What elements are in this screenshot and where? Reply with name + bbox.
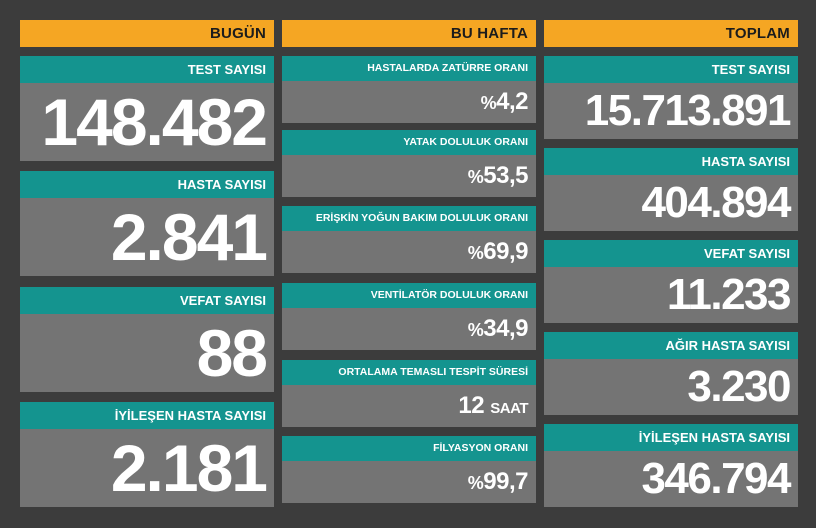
week-filiation-value: %99,7	[282, 461, 536, 503]
week-bed-panel: YATAK DOLULUK ORANI %53,5	[282, 130, 536, 197]
week-filiation-label: FİLYASYON ORANI	[282, 436, 536, 461]
week-pneumonia-number: 4,2	[496, 88, 528, 115]
week-ventilator-label: VENTİLATÖR DOLULUK ORANI	[282, 283, 536, 308]
week-bed-value: %53,5	[282, 155, 536, 197]
week-filiation-number: 99,7	[483, 468, 528, 495]
today-patient-label: HASTA SAYISI	[20, 171, 274, 198]
week-pneumonia-panel: HASTALARDA ZATÜRRE ORANI %4,2	[282, 56, 536, 123]
week-ventilator-value: %34,9	[282, 308, 536, 350]
week-icu-number: 69,9	[483, 238, 528, 265]
total-recovered-value: 346.794	[641, 454, 791, 503]
week-icu-label: ERİŞKİN YOĞUN BAKIM DOLULUK ORANI	[282, 206, 536, 231]
percent-sign: %	[467, 473, 484, 493]
today-test-panel: TEST SAYISI 148.482	[20, 56, 274, 161]
total-death-value: 11.233	[666, 270, 792, 319]
percent-sign: %	[467, 320, 484, 340]
week-pneumonia-value: %4,2	[282, 81, 536, 123]
week-contact-label: ORTALAMA TEMASLI TESPİT SÜRESİ	[282, 360, 536, 385]
today-recovered-value: 2.181	[110, 431, 268, 505]
today-test-value: 148.482	[41, 85, 268, 159]
week-contact-panel: ORTALAMA TEMASLI TESPİT SÜRESİ 12 SAAT	[282, 360, 536, 427]
today-death-label: VEFAT SAYISI	[20, 287, 274, 314]
today-patient-panel: HASTA SAYISI 2.841	[20, 171, 274, 276]
today-column: BUGÜN TEST SAYISI 148.482 HASTA SAYISI 2…	[20, 20, 274, 507]
total-death-panel: VEFAT SAYISI 11.233	[544, 240, 798, 323]
total-test-panel: TEST SAYISI 15.713.891	[544, 56, 798, 139]
today-recovered-panel: İYİLEŞEN HASTA SAYISI 2.181	[20, 402, 274, 507]
total-severe-value: 3.230	[687, 362, 791, 411]
total-patient-panel: HASTA SAYISI 404.894	[544, 148, 798, 231]
total-column: TOPLAM TEST SAYISI 15.713.891 HASTA SAYI…	[544, 20, 798, 507]
week-contact-unit: SAAT	[490, 400, 528, 417]
week-column: BU HAFTA HASTALARDA ZATÜRRE ORANI %4,2 Y…	[282, 20, 536, 503]
week-ventilator-number: 34,9	[483, 315, 528, 342]
week-header: BU HAFTA	[282, 20, 536, 47]
week-bed-number: 53,5	[483, 162, 528, 189]
today-death-value: 88	[196, 316, 268, 390]
total-recovered-panel: İYİLEŞEN HASTA SAYISI 346.794	[544, 424, 798, 507]
week-pneumonia-label: HASTALARDA ZATÜRRE ORANI	[282, 56, 536, 81]
today-patient-value: 2.841	[110, 200, 268, 274]
percent-sign: %	[467, 167, 484, 187]
total-severe-label: AĞIR HASTA SAYISI	[544, 332, 798, 359]
today-death-panel: VEFAT SAYISI 88	[20, 287, 274, 392]
total-death-label: VEFAT SAYISI	[544, 240, 798, 267]
week-filiation-panel: FİLYASYON ORANI %99,7	[282, 436, 536, 503]
week-contact-number: 12	[458, 392, 485, 419]
week-icu-panel: ERİŞKİN YOĞUN BAKIM DOLULUK ORANI %69,9	[282, 206, 536, 273]
week-contact-value: 12 SAAT	[282, 385, 536, 427]
week-bed-label: YATAK DOLULUK ORANI	[282, 130, 536, 155]
percent-sign: %	[480, 93, 497, 113]
week-icu-value: %69,9	[282, 231, 536, 273]
total-test-value: 15.713.891	[584, 86, 792, 135]
total-test-label: TEST SAYISI	[544, 56, 798, 83]
total-patient-value: 404.894	[641, 178, 791, 227]
percent-sign: %	[467, 243, 484, 263]
today-header: BUGÜN	[20, 20, 274, 47]
total-patient-label: HASTA SAYISI	[544, 148, 798, 175]
week-ventilator-panel: VENTİLATÖR DOLULUK ORANI %34,9	[282, 283, 536, 350]
today-recovered-label: İYİLEŞEN HASTA SAYISI	[20, 402, 274, 429]
today-test-label: TEST SAYISI	[20, 56, 274, 83]
total-recovered-label: İYİLEŞEN HASTA SAYISI	[544, 424, 798, 451]
total-severe-panel: AĞIR HASTA SAYISI 3.230	[544, 332, 798, 415]
total-header: TOPLAM	[544, 20, 798, 47]
